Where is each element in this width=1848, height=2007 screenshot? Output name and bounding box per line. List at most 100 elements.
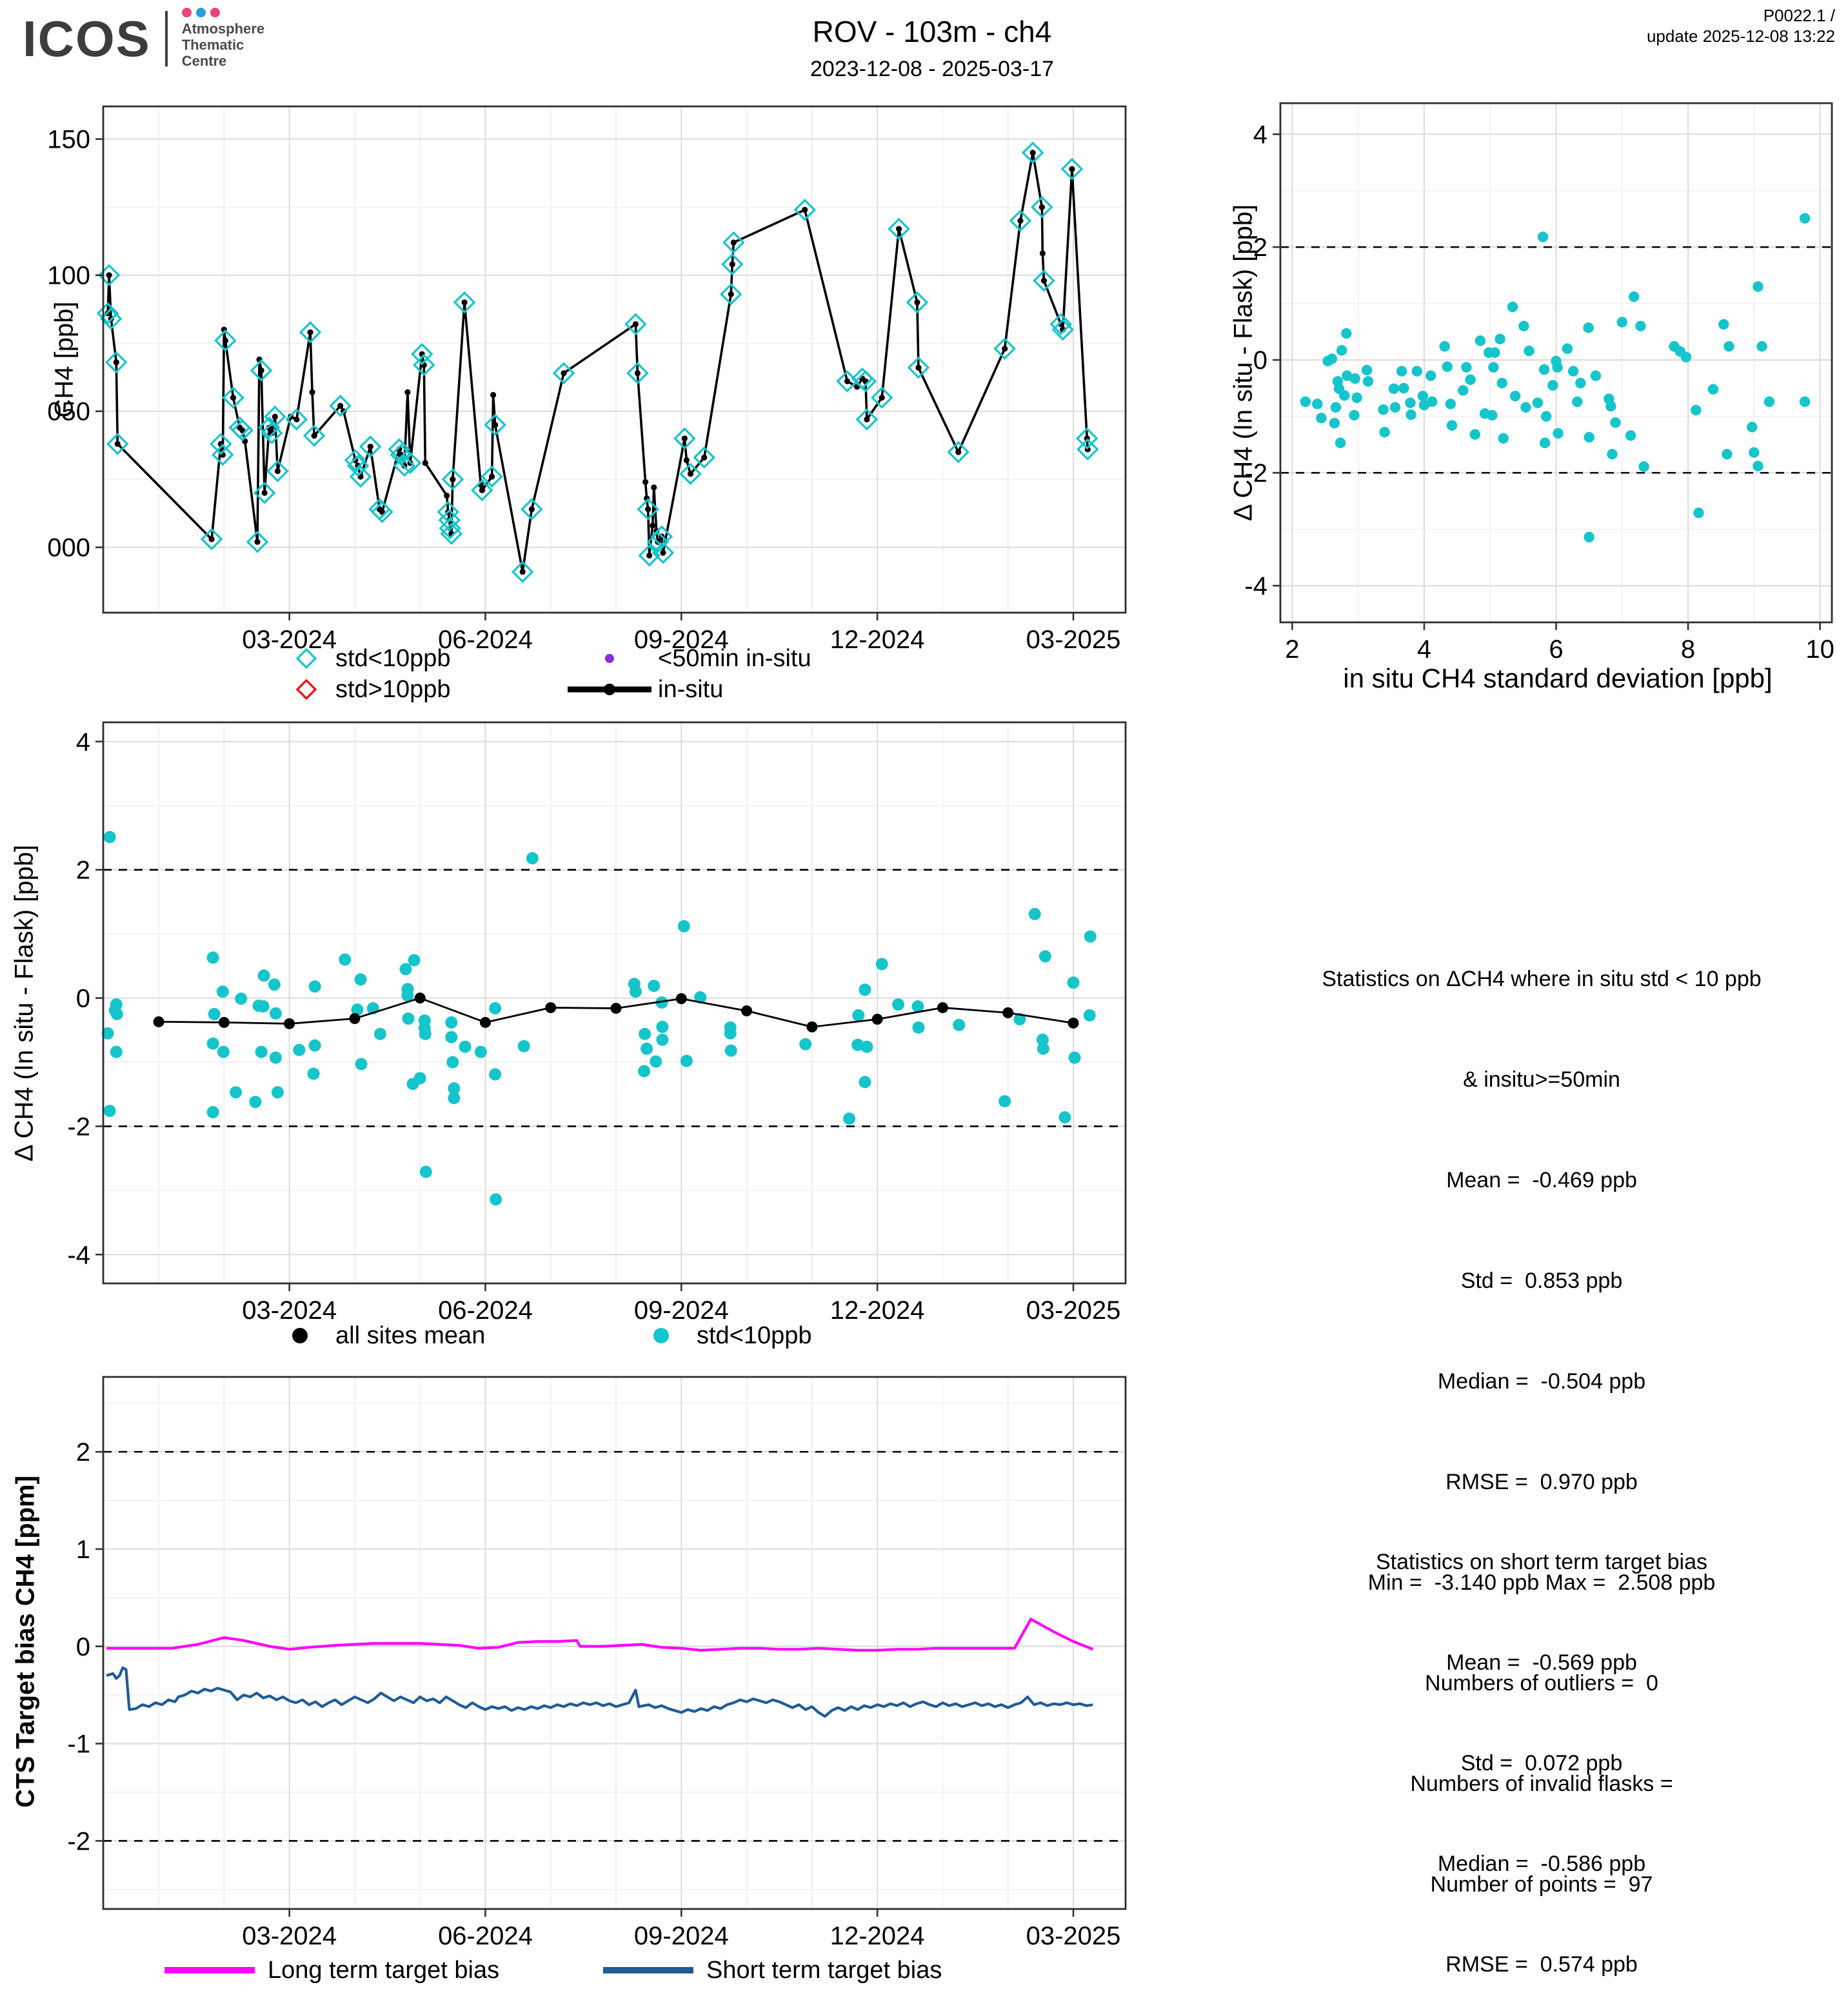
svg-text:03-2024: 03-2024: [242, 1296, 337, 1325]
stats-line: RMSE = 0.574 ppb: [1446, 1952, 1638, 1977]
svg-text:03-2025: 03-2025: [1026, 1922, 1121, 1950]
svg-text:2150: 2150: [48, 126, 90, 154]
svg-text:-4: -4: [1244, 572, 1267, 600]
svg-text:12-2024: 12-2024: [830, 626, 925, 654]
scatter-y-axis-label: Δ CH4 (In situ - Flask) [ppb]: [1229, 204, 1258, 522]
legend-label-insitu: in-situ: [658, 675, 724, 703]
stats-line: Numbers of outliers = 0: [1425, 1671, 1658, 1696]
bias-legend: Long term target bias Short term target …: [48, 1955, 1158, 1985]
stats-line: Median = -0.504 ppb: [1437, 1369, 1646, 1394]
svg-text:12-2024: 12-2024: [830, 1922, 925, 1950]
delta-y-axis-label: Δ CH4 (In situ - Flask) [ppb]: [10, 844, 39, 1162]
stats-line: Std = 0.853 ppb: [1460, 1269, 1623, 1293]
legend-label-mean: all sites mean: [335, 1321, 486, 1349]
logo-text-line3: Centre: [181, 53, 227, 69]
svg-text:09-2024: 09-2024: [634, 1296, 729, 1325]
page-subtitle: 2023-12-08 - 2025-03-17: [810, 57, 1055, 81]
insitu-timeseries-chart: 03-2024 06-2024 09-2024 12-2024 03-2025 2000 2…: [48, 90, 1138, 658]
svg-text:09-2024: 09-2024: [634, 626, 729, 654]
delta-stats-block: Statistics on ΔCH4 where in situ std < 1…: [1232, 895, 1848, 1968]
logo-dot-pink2-icon: [210, 8, 220, 17]
svg-text:-2: -2: [67, 1827, 90, 1855]
svg-text:2050: 2050: [48, 398, 90, 426]
svg-text:2: 2: [1285, 635, 1299, 664]
svg-text:1: 1: [76, 1536, 90, 1564]
svg-text:-2: -2: [67, 1112, 90, 1141]
lt50min-dot-icon: [561, 644, 658, 673]
stats-line: Median = -0.586 ppb: [1437, 1852, 1646, 1876]
stats-line: Statistics on ΔCH4 where in situ std < 1…: [1322, 967, 1762, 991]
svg-text:4: 4: [76, 728, 90, 756]
legend-label-std-gt: std>10ppb: [335, 675, 451, 703]
insitu-y-axis-label: CH4 [ppb]: [50, 301, 79, 418]
legend-label-std-lt: std<10ppb: [335, 644, 451, 672]
svg-text:03-2025: 03-2025: [1026, 626, 1121, 654]
flask-ok-diamond-icon: [277, 644, 335, 673]
svg-text:6: 6: [1549, 635, 1563, 664]
delta-legend: all sites mean std<10ppb: [48, 1321, 1138, 1350]
legend-label-long: Long term target bias: [268, 1956, 500, 1984]
svg-text:2100: 2100: [48, 262, 90, 290]
logo-dot-blue-icon: [195, 8, 206, 17]
stats-line: Min = -3.140 ppb Max = 2.508 ppb: [1367, 1570, 1716, 1595]
delta-timeseries-chart: 03-2024 06-2024 09-2024 12-2024 03-2025 -4 -2 0…: [48, 706, 1138, 1325]
stats-line: RMSE = 0.970 ppb: [1446, 1470, 1638, 1494]
target-bias-chart: 03-2024 06-2024 09-2024 12-2024 03-2025 -2 -1 0…: [48, 1361, 1158, 1954]
icos-logo-word: ICOS: [23, 10, 151, 67]
svg-text:-2: -2: [1244, 459, 1267, 488]
svg-text:06-2024: 06-2024: [438, 1922, 533, 1950]
stats-line: Numbers of invalid flasks =: [1410, 1772, 1673, 1796]
stats-line: & insitu>=50min: [1463, 1067, 1620, 1092]
flask-bad-diamond-icon: [277, 675, 335, 704]
logo-dot-pink-icon: [181, 8, 192, 17]
logo-text-line1: Atmosphere: [181, 21, 265, 37]
svg-text:12-2024: 12-2024: [830, 1296, 925, 1325]
svg-text:-4: -4: [67, 1241, 90, 1269]
legend-label-std: std<10ppb: [697, 1321, 812, 1349]
icos-logo: ICOS Atmosphere Thematic Centre: [23, 8, 264, 69]
svg-text:03-2025: 03-2025: [1026, 1296, 1121, 1325]
stats-line: Mean = -0.469 ppb: [1446, 1168, 1637, 1192]
svg-text:4: 4: [1417, 635, 1431, 664]
svg-text:4: 4: [1253, 121, 1267, 149]
long-term-line-icon: [152, 1955, 268, 1985]
bias-y-axis-label: CTS Target bias CH4 [ppm]: [11, 1476, 40, 1808]
short-term-line-icon: [590, 1955, 706, 1985]
std-lt10-dot-icon: [626, 1321, 697, 1350]
scatter-x-axis-label: in situ CH4 standard deviation [ppb]: [1343, 663, 1773, 693]
all-sites-mean-dot-icon: [264, 1321, 335, 1350]
svg-text:0: 0: [76, 985, 90, 1013]
svg-text:2: 2: [76, 1438, 90, 1467]
svg-text:10: 10: [1805, 635, 1834, 664]
svg-text:2: 2: [76, 856, 90, 885]
svg-text:09-2024: 09-2024: [634, 1922, 729, 1950]
version-info: P0022.1 / update 2025-12-08 13:22: [1647, 5, 1835, 46]
legend-label-short: Short term target bias: [706, 1956, 942, 1984]
stats-line: Statistics on short term target bias: [1376, 1550, 1707, 1574]
svg-text:8: 8: [1681, 635, 1695, 664]
delta-vs-std-scatter-chart: 2 4 6 8 10 -4 -2 0 2 4: [1229, 84, 1848, 671]
bias-stats-block: Statistics on short term target bias Mea…: [1232, 1478, 1848, 2007]
stats-line: Std = 0.072 ppb: [1460, 1751, 1623, 1775]
svg-text:03-2024: 03-2024: [242, 1922, 337, 1950]
insitu-line-icon: [561, 675, 658, 704]
svg-text:2000: 2000: [48, 534, 90, 562]
legend-label-lt50: <50min in-situ: [658, 644, 811, 672]
logo-dots-icon: [181, 8, 264, 21]
logo-text-line2: Thematic: [181, 37, 244, 53]
stats-line: Mean = -0.569 ppb: [1446, 1650, 1637, 1675]
svg-text:06-2024: 06-2024: [438, 1296, 533, 1325]
svg-text:06-2024: 06-2024: [438, 626, 533, 654]
svg-text:0: 0: [76, 1633, 90, 1661]
svg-text:0: 0: [1253, 346, 1267, 375]
svg-text:2: 2: [1253, 233, 1267, 262]
stats-line: Number of points = 97: [1430, 1872, 1653, 1897]
svg-text:-1: -1: [67, 1730, 90, 1759]
version-update: update 2025-12-08 13:22: [1646, 26, 1835, 46]
version-id: P0022.1 /: [1763, 6, 1835, 25]
logo-divider-icon: [164, 10, 168, 66]
page-title: ROV - 103m - ch4: [812, 15, 1052, 48]
insitu-legend: std<10ppb <50min in-situ std>10ppb in-si…: [48, 644, 1138, 704]
svg-text:03-2024: 03-2024: [242, 626, 337, 654]
